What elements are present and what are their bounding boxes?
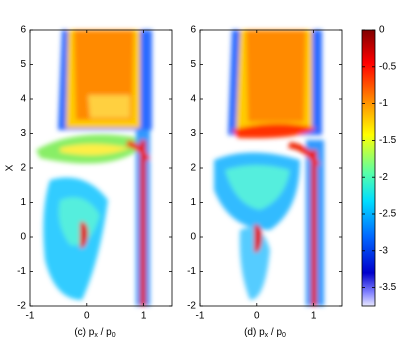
- x-tick-label: -1: [196, 311, 205, 322]
- y-tick-label: 3: [20, 128, 26, 139]
- x-tick-label: 0: [84, 311, 90, 322]
- y-tick-label: 2: [190, 163, 196, 174]
- x-axis-label: (c) px / p0: [74, 327, 115, 339]
- y-tick-label: 0: [190, 232, 196, 243]
- y-tick-label: 1: [190, 197, 196, 208]
- y-tick-label: 6: [20, 25, 26, 36]
- y-tick-label: 5: [190, 59, 196, 70]
- y-tick-label: -2: [187, 301, 196, 312]
- colorbar-tick-label: -1.5: [379, 135, 397, 146]
- x-axis-label-part: x: [94, 332, 98, 339]
- x-axis-label-part: (d) p: [244, 327, 265, 338]
- x-axis-label-part: / p: [98, 327, 112, 338]
- y-tick-label: -1: [17, 266, 26, 277]
- y-tick-label: 1: [20, 197, 26, 208]
- y-tick-label: 4: [190, 94, 196, 105]
- heatmap-image: [214, 30, 324, 306]
- colorbar-tick-label: -1: [379, 98, 388, 109]
- y-tick-label: 2: [20, 163, 26, 174]
- colorbar-tick-label: -3.5: [379, 282, 397, 293]
- x-axis-label-part: x: [265, 332, 269, 339]
- x-axis-label-part: 0: [282, 332, 286, 339]
- colorbar-tick-label: -2.5: [379, 209, 397, 220]
- colorbar-frame: [361, 29, 376, 307]
- x-tick-label: 1: [311, 311, 317, 322]
- colorbar-tick-label: -0.5: [379, 61, 397, 72]
- y-axis-label: X: [5, 164, 16, 171]
- colorbar: [362, 30, 375, 306]
- y-tick-label: 4: [20, 94, 26, 105]
- x-axis-label: (d) px / p0: [244, 327, 286, 339]
- colorbar-tick-label: -2: [379, 172, 388, 183]
- colorbar-tick-label: 0: [379, 25, 385, 36]
- y-tick-label: 6: [190, 25, 196, 36]
- x-tick-label: 0: [254, 311, 260, 322]
- colorbar-tick-label: -3: [379, 245, 388, 256]
- y-tick-label: 0: [20, 232, 26, 243]
- x-axis-label-part: (c) p: [74, 327, 94, 338]
- y-tick-label: 3: [190, 128, 196, 139]
- y-tick-label: -1: [187, 266, 196, 277]
- x-tick-label: 1: [141, 311, 147, 322]
- y-tick-label: -2: [17, 301, 26, 312]
- x-tick-label: -1: [26, 311, 35, 322]
- y-tick-label: 5: [20, 59, 26, 70]
- heatmap-image: [36, 30, 152, 306]
- x-axis-label-part: 0: [112, 332, 116, 339]
- x-axis-label-part: / p: [268, 327, 282, 338]
